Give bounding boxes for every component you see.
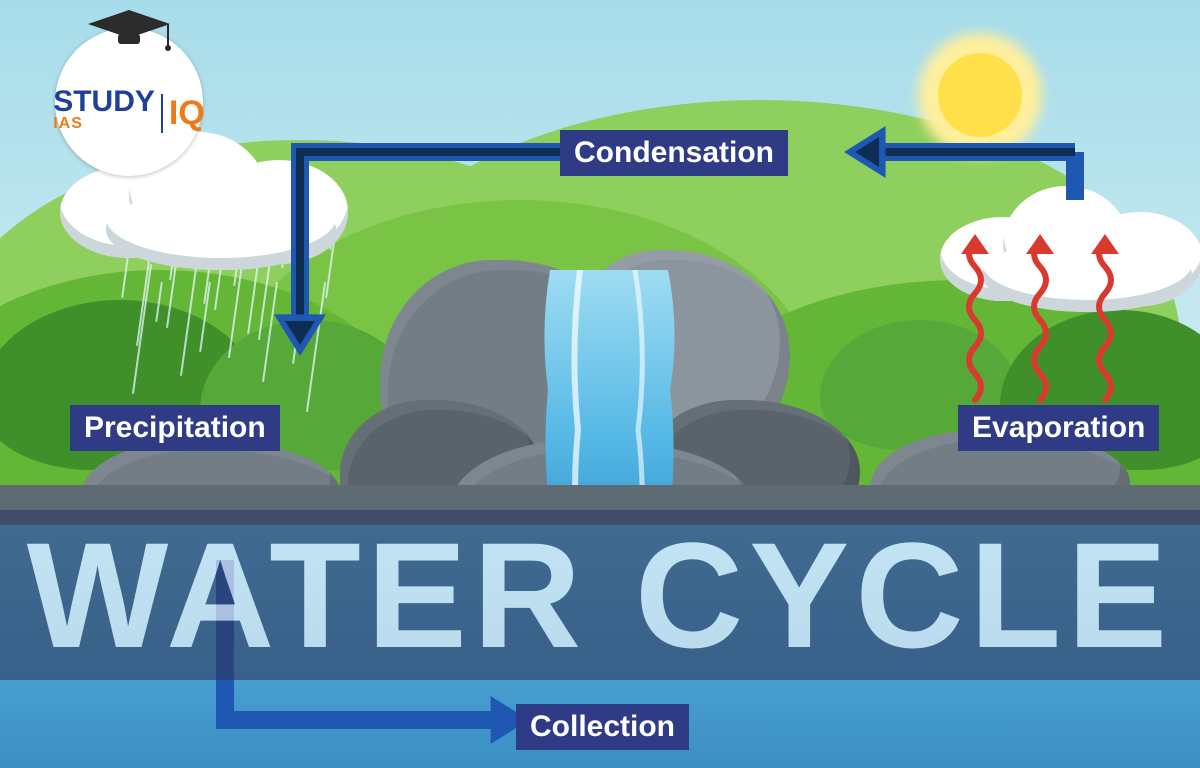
graduation-cap-icon xyxy=(84,6,174,56)
label-collection: Collection xyxy=(516,704,689,750)
logo-iq-text: IQ xyxy=(161,94,205,133)
label-evaporation: Evaporation xyxy=(958,405,1159,451)
studyiq-logo: STUDY IAS IQ xyxy=(55,28,203,176)
label-precipitation: Precipitation xyxy=(70,405,280,451)
title-text: WATER CYCLE xyxy=(27,509,1174,682)
logo-ias-text: IAS xyxy=(53,115,83,133)
title-band: WATER CYCLE xyxy=(0,510,1200,680)
water-cycle-diagram: WATER CYCLE Condensation Precipitation E… xyxy=(0,0,1200,768)
label-condensation: Condensation xyxy=(560,130,788,176)
logo-study-text: STUDY xyxy=(53,89,155,115)
